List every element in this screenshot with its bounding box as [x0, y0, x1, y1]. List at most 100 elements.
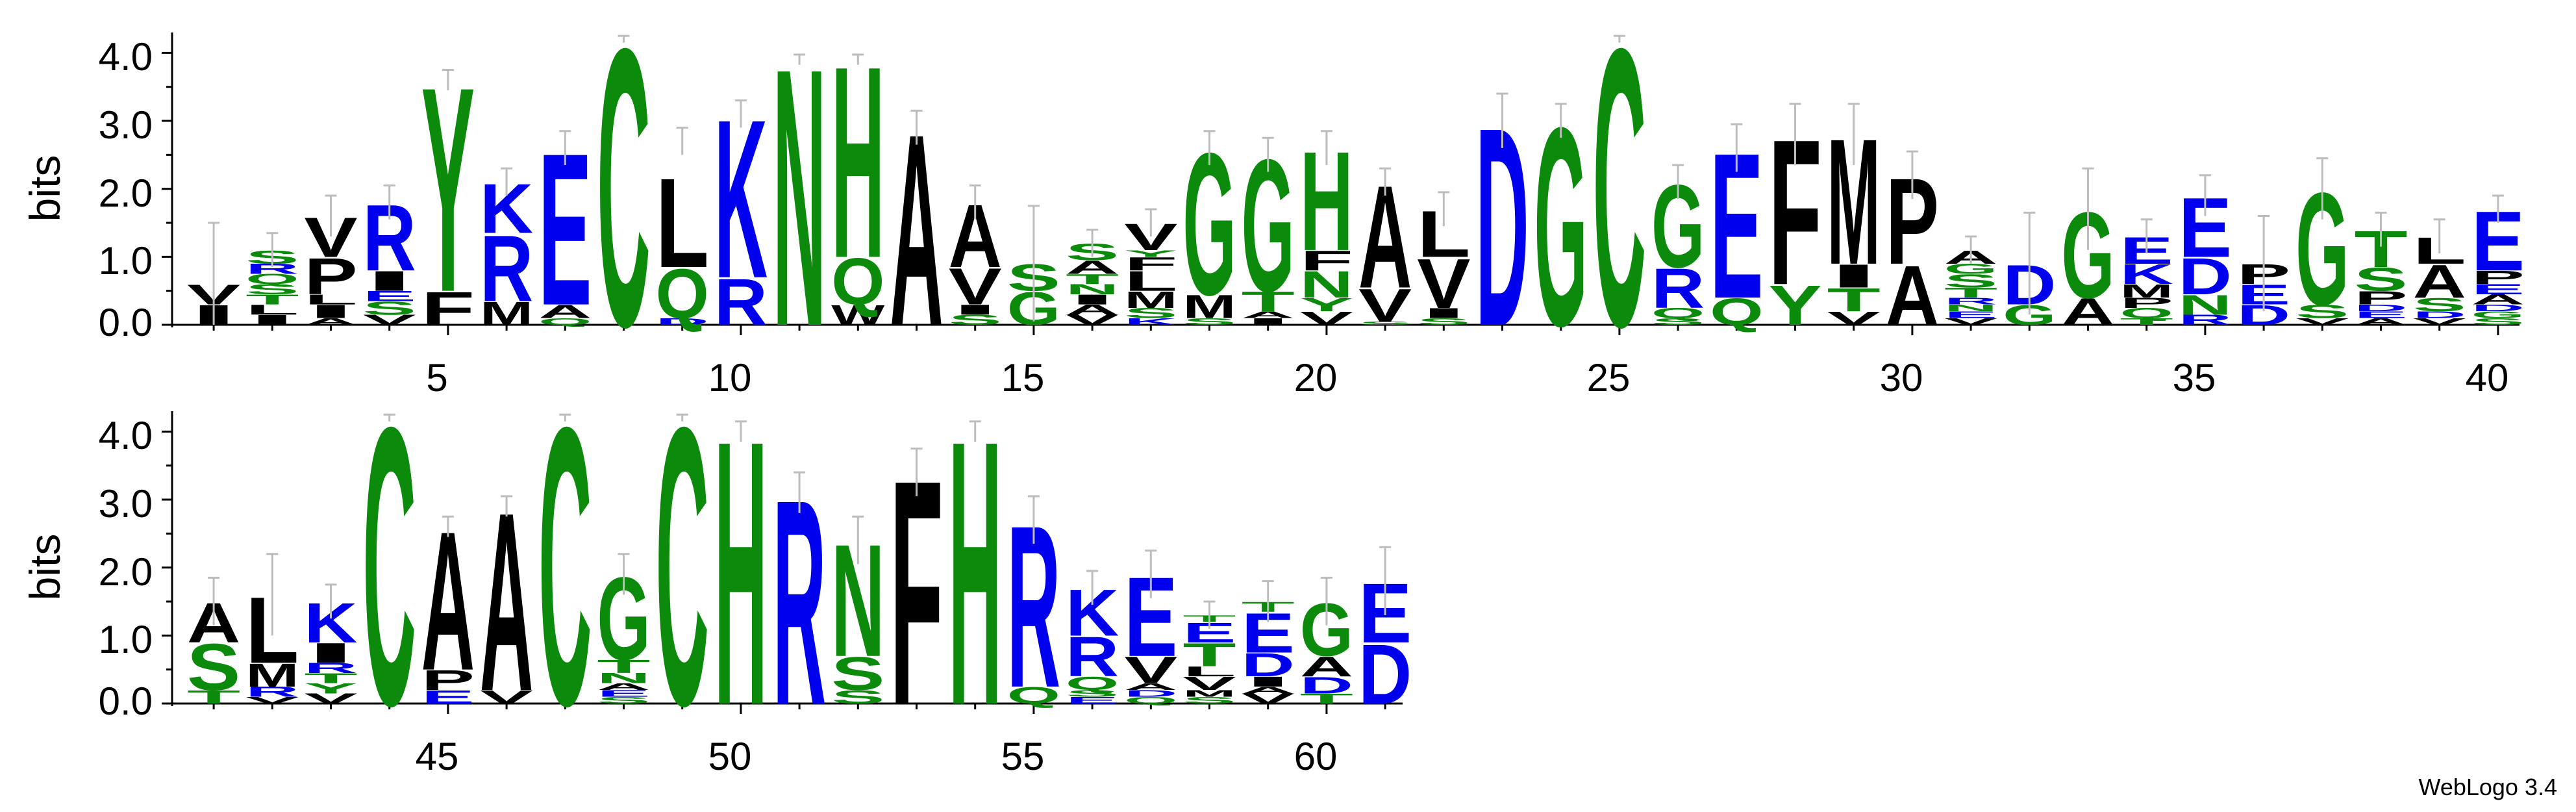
error-bar — [1203, 130, 1216, 166]
residue-T: T — [1066, 272, 1119, 287]
residue-A: A — [2061, 291, 2114, 333]
residue-Y: Y — [304, 681, 357, 696]
row-2-x-tick-60: 60 — [1294, 735, 1338, 778]
error-bar — [1379, 167, 1392, 196]
residue-T: T — [1944, 285, 1997, 301]
residue-C: C — [538, 345, 592, 789]
row-2-y-axis-title: bits — [21, 534, 69, 601]
error-bar — [383, 184, 395, 220]
error-bar — [2140, 218, 2153, 254]
residue-R: R — [1944, 296, 1997, 307]
residue-S: S — [1066, 688, 1119, 698]
row-1-y-tick-4: 4.0 — [99, 35, 153, 79]
residue-K: K — [1124, 316, 1177, 327]
logo-column-44: C — [363, 345, 416, 789]
residue-L: L — [656, 152, 709, 294]
residue-Q: Q — [2120, 305, 2173, 321]
residue-A: A — [1242, 310, 1295, 320]
residue-P: P — [2120, 295, 2173, 311]
residue-D: D — [2179, 247, 2232, 305]
row-1-y-axis-title: bits — [21, 155, 69, 222]
residue-F: F — [1300, 245, 1353, 277]
error-bar — [559, 413, 571, 422]
residue-A: A — [1886, 248, 1939, 343]
residue-T: T — [1182, 636, 1236, 673]
logo-column-30: AP — [1886, 150, 1939, 343]
logo-column-51: R — [773, 439, 826, 766]
logo-column-5: FY — [421, 26, 475, 353]
error-bar — [1379, 546, 1392, 615]
residue-V: V — [1124, 650, 1177, 692]
error-bar — [325, 583, 337, 619]
residue-S: S — [831, 648, 884, 700]
residue-A: A — [2354, 316, 2407, 327]
residue-F: F — [421, 282, 475, 335]
residue-D: D — [1358, 627, 1412, 722]
residue-I: I — [1242, 674, 1295, 689]
error-bar — [852, 515, 864, 565]
residue-V: V — [1300, 308, 1354, 329]
residue-V: V — [1944, 316, 1997, 327]
logo-column-37: VSG — [2295, 157, 2349, 339]
residue-E: E — [2354, 309, 2407, 320]
logo-column-25: C — [1593, 0, 1646, 410]
logo-column-6: MRK — [480, 167, 533, 332]
residue-D: D — [2413, 310, 2466, 320]
residue-A: A — [2471, 292, 2525, 307]
logo-column-55: QR — [1007, 478, 1060, 736]
residue-S: S — [245, 281, 299, 297]
residue-V: V — [1358, 279, 1412, 331]
residue-V: V — [2295, 316, 2349, 327]
residue-N: N — [1300, 264, 1353, 306]
residue-V: V — [1827, 308, 1881, 329]
error-bar — [2082, 167, 2094, 250]
residue-D: D — [1124, 689, 1177, 699]
row-1-y-tick-2: 2.0 — [99, 171, 153, 215]
error-bar — [2258, 215, 2270, 312]
residue-Q: Q — [538, 316, 592, 327]
row-1-x-tick-35: 35 — [2173, 356, 2216, 400]
residue-D: D — [2471, 303, 2525, 313]
residue-T: T — [187, 687, 240, 708]
residue-P: P — [2471, 267, 2525, 288]
residue-C: C — [363, 345, 416, 789]
error-bar — [2316, 157, 2329, 220]
residue-I: I — [363, 265, 416, 297]
residue-I: I — [1417, 305, 1470, 321]
residue-S: S — [1358, 321, 1412, 326]
error-bar — [1320, 130, 1332, 166]
error-bar — [442, 515, 454, 537]
error-bar — [1906, 150, 1918, 199]
error-bar — [1320, 576, 1332, 626]
residue-Q: Q — [245, 272, 299, 287]
logo-column-9: DQL — [656, 127, 709, 333]
residue-N: N — [2179, 289, 2232, 321]
logo-column-21: SVA — [1358, 155, 1412, 332]
residue-Q: Q — [1651, 305, 1705, 321]
residue-V: V — [245, 695, 299, 705]
logo-column-58: SMVLTET — [1182, 600, 1236, 705]
logo-column-50: H — [714, 362, 768, 784]
logo-column-52: SSN — [831, 511, 884, 707]
residue-S: S — [2354, 261, 2407, 298]
logo-column-13: A — [890, 78, 943, 383]
error-bar — [325, 194, 337, 236]
error-bar — [1555, 103, 1567, 138]
logo-column-23: D — [1475, 69, 1529, 385]
residue-G: G — [2471, 309, 2525, 320]
residue-I: I — [245, 312, 299, 327]
residue-Y: Y — [1300, 294, 1353, 315]
row-1-x-tick-10: 10 — [708, 356, 752, 400]
residue-N: N — [1066, 281, 1119, 297]
logo-column-45: EPA — [421, 490, 475, 712]
residue-S: S — [2471, 316, 2525, 327]
